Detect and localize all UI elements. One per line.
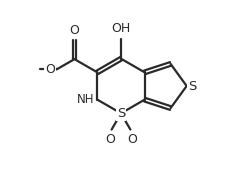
Text: O: O [45,63,55,76]
Text: O: O [69,24,79,37]
Text: OH: OH [111,22,131,35]
Text: O: O [127,133,137,146]
Text: S: S [117,107,125,120]
Text: NH: NH [76,93,94,106]
Text: O: O [105,133,115,146]
Text: S: S [188,79,197,93]
